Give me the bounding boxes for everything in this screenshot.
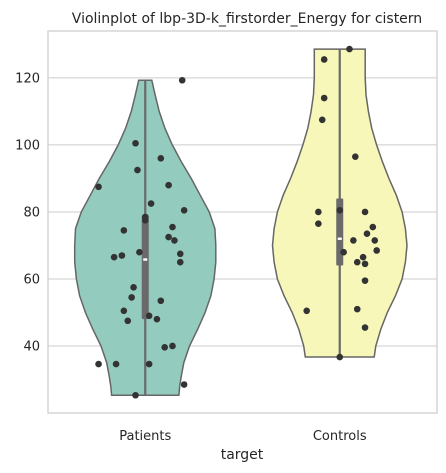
data-point-patients-9: [145, 312, 153, 320]
data-point-controls-7: [359, 253, 367, 261]
data-point-controls-16: [361, 208, 369, 216]
data-point-controls-5: [361, 260, 369, 268]
data-point-patients-20: [165, 233, 172, 241]
x-tick-label-controls: Controls: [313, 429, 367, 444]
data-point-controls-10: [350, 237, 357, 244]
data-point-patients-22: [169, 223, 176, 231]
data-point-patients-28: [165, 181, 172, 189]
data-point-patients-11: [128, 294, 135, 301]
data-point-patients-6: [169, 342, 176, 350]
violin-layer: [73, 48, 408, 396]
x-axis-label: target: [221, 447, 264, 463]
data-point-patients-0: [132, 391, 139, 399]
data-point-patients-18: [136, 248, 143, 256]
data-point-controls-4: [361, 277, 369, 284]
data-point-patients-25: [180, 206, 188, 214]
data-point-patients-32: [178, 76, 186, 84]
data-point-controls-21: [320, 56, 328, 63]
data-point-patients-12: [157, 297, 165, 305]
plot-frame: [47, 30, 438, 414]
data-point-controls-15: [315, 208, 322, 216]
data-point-controls-22: [346, 45, 353, 53]
data-point-patients-1: [95, 360, 102, 368]
data-point-patients-17: [176, 250, 184, 258]
data-point-patients-16: [176, 258, 184, 266]
data-point-patients-10: [120, 307, 128, 315]
median-marker-controls: [337, 237, 342, 240]
data-point-controls-9: [373, 247, 381, 254]
data-point-patients-14: [110, 253, 118, 261]
iqr-box-controls: [336, 198, 344, 266]
data-point-patients-26: [147, 200, 155, 207]
y-tick-label-40: 40: [23, 339, 40, 354]
data-point-patients-8: [124, 317, 132, 325]
data-point-patients-21: [120, 227, 128, 234]
data-point-patients-5: [161, 344, 168, 351]
data-point-patients-30: [157, 155, 165, 162]
data-point-controls-8: [340, 248, 347, 256]
data-point-controls-17: [336, 206, 344, 214]
data-point-controls-18: [352, 153, 359, 160]
data-point-patients-19: [171, 237, 178, 244]
data-point-controls-2: [303, 307, 310, 315]
chart-title: Violinplot of lbp-3D-k_firstorder_Energy…: [72, 11, 422, 27]
data-point-patients-7: [153, 315, 161, 323]
y-tick-label-80: 80: [23, 205, 40, 220]
data-point-patients-4: [180, 381, 188, 388]
y-tick-label-100: 100: [15, 138, 40, 153]
data-point-patients-24: [141, 213, 149, 221]
data-point-controls-1: [361, 324, 369, 331]
y-tick-label-120: 120: [15, 71, 40, 86]
y-tick-label-60: 60: [23, 272, 40, 287]
axis-layer: 40 60 80 100 120 Patients Controls: [15, 71, 367, 444]
data-point-patients-29: [134, 166, 141, 174]
data-point-patients-2: [112, 360, 120, 368]
data-point-patients-15: [118, 252, 126, 259]
data-point-patients-27: [95, 183, 102, 191]
data-point-controls-0: [336, 353, 344, 361]
data-point-controls-12: [363, 230, 371, 238]
point-layer: [95, 45, 381, 399]
data-point-patients-3: [145, 360, 153, 368]
data-point-controls-6: [353, 258, 361, 266]
data-point-controls-19: [318, 116, 326, 124]
data-point-controls-13: [369, 223, 377, 231]
median-marker-patients: [143, 258, 148, 261]
iqr-box-patients: [141, 215, 149, 320]
data-point-patients-13: [130, 284, 137, 291]
data-point-controls-20: [320, 94, 328, 102]
data-point-controls-3: [353, 305, 361, 313]
data-point-controls-11: [371, 237, 379, 244]
x-tick-label-patients: Patients: [119, 429, 171, 444]
data-point-patients-31: [132, 139, 139, 147]
data-point-controls-14: [315, 220, 322, 227]
